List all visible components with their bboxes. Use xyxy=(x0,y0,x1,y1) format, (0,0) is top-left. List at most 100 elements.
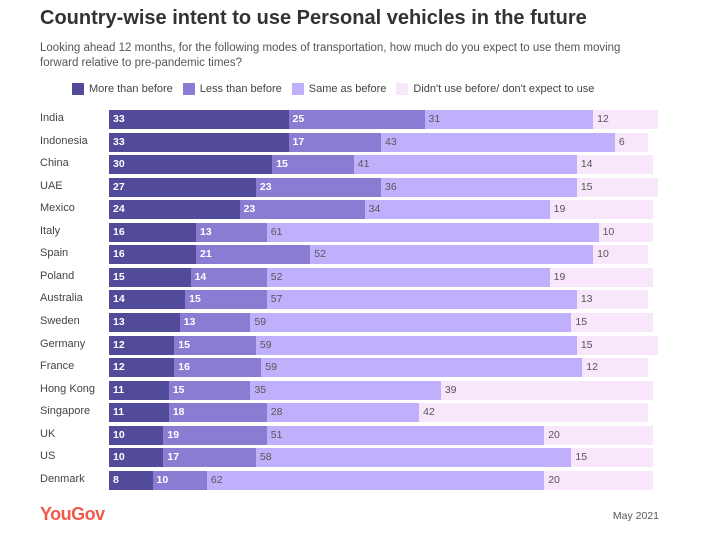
bar-segment xyxy=(174,358,262,378)
data-label: 57 xyxy=(270,293,283,306)
data-label: 15 xyxy=(178,338,190,351)
data-label: 6 xyxy=(618,135,625,148)
data-label: 10 xyxy=(156,473,169,486)
bar-segment xyxy=(163,448,256,468)
data-label: 16 xyxy=(113,248,125,261)
country-label: Singapore xyxy=(40,405,91,418)
country-label: India xyxy=(40,112,64,124)
data-label: 42 xyxy=(423,406,435,419)
data-label: 10 xyxy=(113,451,125,464)
bar-segment xyxy=(109,470,153,490)
data-label: 43 xyxy=(385,135,397,148)
data-label: 8 xyxy=(113,473,119,486)
bar-segment xyxy=(109,267,191,287)
data-label: 27 xyxy=(113,180,125,193)
data-label: 16 xyxy=(178,361,190,374)
legend-label: Didn't use before/ don't expect to use xyxy=(413,83,595,95)
bar-segment xyxy=(544,470,653,490)
bar-segment xyxy=(196,245,311,265)
legend-label: Less than before xyxy=(199,83,282,95)
legend-item: Same as before xyxy=(291,83,387,95)
legend-label: Same as before xyxy=(308,83,387,95)
bar-segment xyxy=(109,380,169,400)
data-label: 36 xyxy=(385,180,397,193)
bar-segment xyxy=(614,132,648,152)
bar-segment xyxy=(544,425,653,445)
bar-segment xyxy=(109,448,164,468)
bar-segment xyxy=(109,335,175,355)
data-label: 14 xyxy=(113,293,125,306)
bar-segment xyxy=(109,177,256,197)
data-label: 52 xyxy=(314,248,326,261)
bar-segment xyxy=(174,335,256,355)
bar-segment xyxy=(179,312,251,332)
data-label: 20 xyxy=(548,473,560,486)
bar-segment xyxy=(109,110,289,129)
bar-segment xyxy=(266,267,550,287)
data-label: 15 xyxy=(172,383,185,396)
bar-segment xyxy=(261,358,583,378)
bar-segment xyxy=(163,425,267,445)
country-label: US xyxy=(40,450,56,463)
data-label: 28 xyxy=(270,406,283,419)
data-label: 13 xyxy=(113,315,125,328)
data-label: 12 xyxy=(113,338,125,351)
bar-segment xyxy=(196,222,267,242)
bar-segment xyxy=(576,290,648,310)
country-label: Poland xyxy=(40,269,75,282)
country-label: Denmark xyxy=(40,472,85,485)
bar-segment xyxy=(549,200,653,220)
bar-segment xyxy=(190,267,267,287)
bar-segment xyxy=(593,110,659,129)
bar-segment xyxy=(381,132,615,152)
legend-swatch xyxy=(291,83,304,95)
bar-segment xyxy=(255,448,572,468)
data-label: 41 xyxy=(357,158,370,171)
data-label: 17 xyxy=(167,451,180,464)
data-label: 62 xyxy=(210,473,223,486)
data-label: 16 xyxy=(113,225,125,238)
bar-segment xyxy=(310,245,594,265)
bar-segment xyxy=(109,200,240,220)
legend-swatch xyxy=(182,83,195,95)
data-label: 10 xyxy=(113,428,125,441)
bar-segment xyxy=(168,380,251,400)
bar-segment xyxy=(576,155,653,175)
data-label: 23 xyxy=(259,180,272,193)
country-label: UK xyxy=(40,427,56,440)
data-label: 10 xyxy=(597,248,609,261)
data-label: 15 xyxy=(575,315,588,328)
chart-subtitle: Looking ahead 12 months, for the followi… xyxy=(40,42,621,69)
bar-segment xyxy=(353,155,577,175)
data-label: 51 xyxy=(270,428,283,441)
country-label: Germany xyxy=(40,337,86,350)
legend-item: Less than before xyxy=(182,83,282,95)
legend-item: More than before xyxy=(72,83,173,95)
data-label: 33 xyxy=(113,113,125,125)
bar-segment xyxy=(266,403,420,423)
data-label: 15 xyxy=(580,338,593,351)
data-label: 21 xyxy=(200,248,212,261)
legend-swatch xyxy=(72,83,84,95)
legend-item: Didn't use before/ don't expect to use xyxy=(396,83,594,95)
data-label: 25 xyxy=(292,113,305,125)
bar-segment xyxy=(440,380,653,400)
data-label: 30 xyxy=(113,158,125,171)
bar-segment xyxy=(576,335,659,355)
bar-segment xyxy=(288,110,425,129)
bar-segment xyxy=(255,335,577,355)
data-label: 14 xyxy=(580,158,593,171)
data-label: 19 xyxy=(553,203,566,216)
legend-label: More than before xyxy=(89,83,173,95)
bar-segment xyxy=(598,222,653,242)
data-label: 39 xyxy=(444,383,457,396)
bar-segment xyxy=(272,155,354,175)
data-label: 17 xyxy=(292,135,305,148)
country-label: Hong Kong xyxy=(40,382,96,395)
data-label: 18 xyxy=(172,406,185,419)
data-label: 19 xyxy=(553,270,566,283)
bar-segment xyxy=(185,290,267,310)
bar-segment xyxy=(288,132,381,152)
bar-segment xyxy=(576,177,659,197)
